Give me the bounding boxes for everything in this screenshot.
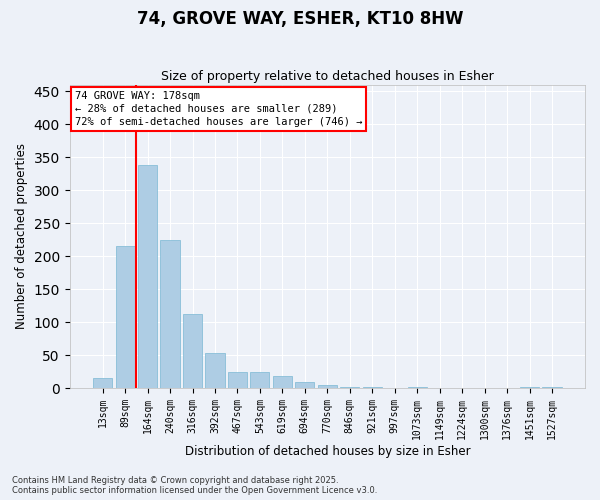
Bar — [318, 385, 337, 388]
Bar — [205, 353, 224, 388]
Bar — [542, 387, 562, 388]
Text: 74, GROVE WAY, ESHER, KT10 8HW: 74, GROVE WAY, ESHER, KT10 8HW — [137, 10, 463, 28]
Bar — [250, 372, 269, 388]
Bar — [160, 240, 179, 388]
Bar — [520, 387, 539, 388]
Bar — [138, 165, 157, 388]
Bar — [93, 378, 112, 388]
Bar — [116, 246, 134, 388]
Bar — [273, 376, 292, 388]
Text: 74 GROVE WAY: 178sqm
← 28% of detached houses are smaller (289)
72% of semi-deta: 74 GROVE WAY: 178sqm ← 28% of detached h… — [75, 90, 362, 127]
Bar — [295, 382, 314, 388]
Bar — [228, 372, 247, 388]
X-axis label: Distribution of detached houses by size in Esher: Distribution of detached houses by size … — [185, 444, 470, 458]
Bar — [183, 314, 202, 388]
Title: Size of property relative to detached houses in Esher: Size of property relative to detached ho… — [161, 70, 494, 84]
Bar — [340, 387, 359, 388]
Text: Contains HM Land Registry data © Crown copyright and database right 2025.
Contai: Contains HM Land Registry data © Crown c… — [12, 476, 377, 495]
Y-axis label: Number of detached properties: Number of detached properties — [15, 144, 28, 330]
